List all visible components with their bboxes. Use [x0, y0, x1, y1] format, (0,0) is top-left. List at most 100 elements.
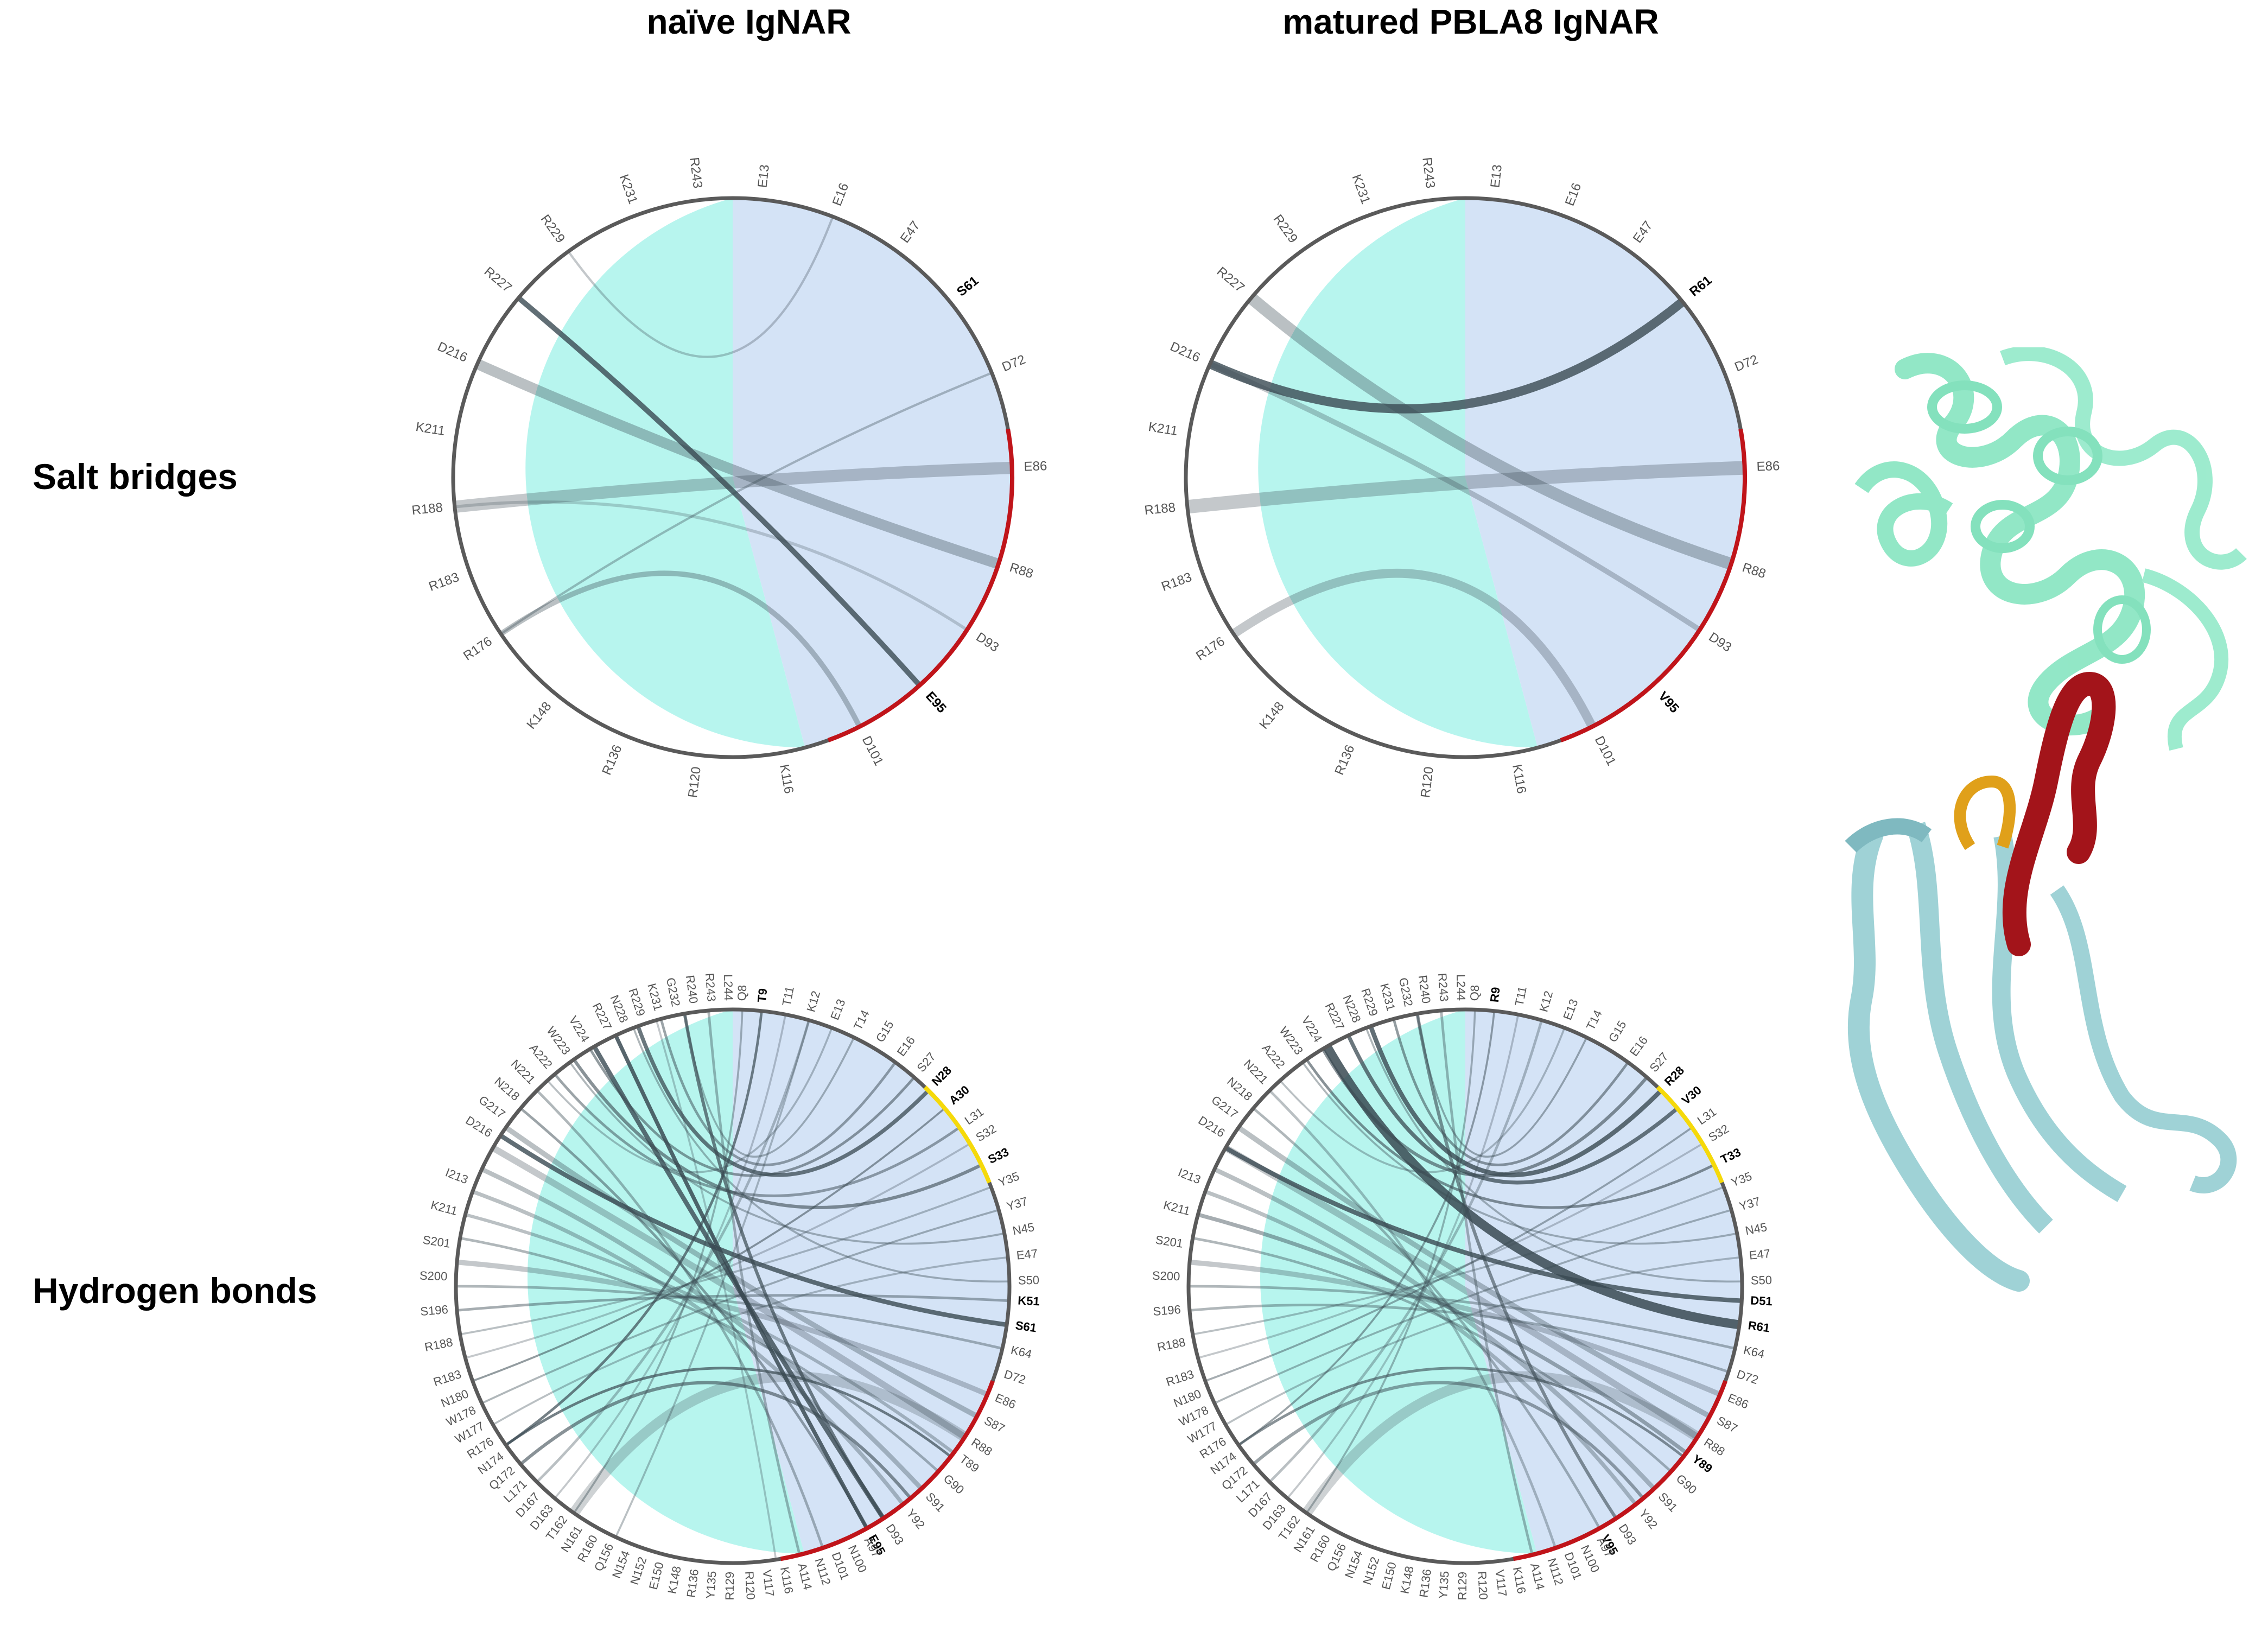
- region-left: [527, 1009, 804, 1554]
- chord-link: [1287, 1015, 1519, 1498]
- residue-label: G232: [664, 976, 683, 1008]
- residue-label: T11: [779, 985, 796, 1007]
- residue-label: K116: [1510, 1566, 1528, 1595]
- residue-label: D101: [859, 734, 886, 768]
- residue-label: G90: [1674, 1471, 1700, 1496]
- chord-link: [1198, 1143, 1702, 1359]
- residue-label: K231: [1349, 173, 1374, 206]
- residue-label: Y135: [1436, 1571, 1451, 1599]
- residue-label: R176: [1193, 634, 1228, 663]
- residue-label: E13: [1560, 997, 1580, 1022]
- residue-label: L31: [1695, 1105, 1719, 1128]
- residue-label: Y92: [904, 1507, 927, 1532]
- residue-label: K231: [1377, 982, 1398, 1012]
- residue-label: W223: [1276, 1024, 1306, 1057]
- residue-label: N152: [1360, 1555, 1382, 1586]
- residue-label: Q8: [735, 985, 749, 1001]
- chord-link: [1198, 1213, 1687, 1454]
- residue-label: R88: [1008, 560, 1035, 581]
- residue-label: R61: [1687, 273, 1714, 300]
- residue-label: R188: [411, 500, 443, 518]
- region-right: [1465, 1009, 1742, 1554]
- residue-label: E150: [1379, 1560, 1399, 1591]
- chord-link: [501, 372, 992, 634]
- residue-label: E13: [828, 997, 848, 1022]
- residue-label: R243: [703, 973, 719, 1002]
- residue-label: R188: [1156, 1335, 1186, 1354]
- chord-link: [1306, 1059, 1714, 1209]
- row-title-hydrogen-bonds: Hydrogen bonds: [33, 1271, 317, 1311]
- chord-link: [473, 1190, 904, 1505]
- residue-label: R229: [1358, 987, 1381, 1018]
- chord-link: [537, 1090, 824, 1548]
- residue-label: E47: [898, 218, 923, 245]
- residue-label: V95: [1655, 689, 1682, 716]
- residue-label: Y35: [996, 1169, 1021, 1189]
- chord-outline: [454, 1007, 1012, 1565]
- partner-protein-ribbon: [1854, 347, 2247, 751]
- residue-label: Y35: [1729, 1169, 1754, 1189]
- protein-structure-illustration: [1845, 347, 2247, 1292]
- residue-label: K51: [1018, 1293, 1040, 1308]
- chord-link: [505, 1126, 977, 1418]
- residue-label: S91: [923, 1490, 948, 1515]
- residue-label: E86: [1024, 459, 1047, 474]
- residue-label: S50: [1751, 1273, 1773, 1287]
- title-naive: naïve IgNAR: [646, 2, 852, 41]
- residue-label: K12: [804, 989, 823, 1014]
- chord-link: [466, 1143, 970, 1359]
- chord-link: [500, 1134, 1006, 1327]
- residue-label: A222: [527, 1041, 555, 1071]
- residue-label: V117: [1493, 1569, 1510, 1597]
- chord-link: [500, 570, 862, 727]
- residue-label: N221: [509, 1057, 538, 1087]
- chord-link: [614, 1036, 868, 1529]
- residue-label: V30: [1679, 1083, 1704, 1107]
- residue-label: A114: [795, 1561, 815, 1591]
- hydrogen-bond-chord-naive: Q8 T9 T11 K12 E13 T14 G15E16S27N28A30L31S32S33…: [420, 973, 1040, 1600]
- residue-label: E47: [1016, 1247, 1039, 1262]
- residue-label: K12: [1536, 989, 1555, 1014]
- residue-label: Q8: [1467, 985, 1482, 1001]
- chord-link: [455, 461, 1012, 513]
- residue-label: D101: [1592, 734, 1619, 768]
- chord-link: [1193, 1186, 1723, 1335]
- chord-link: [683, 1014, 885, 1519]
- chord-link: [1232, 568, 1596, 728]
- chord-link: [1187, 461, 1744, 514]
- chord-link: [1225, 1146, 1741, 1303]
- region-left: [525, 198, 805, 748]
- residue-label: V117: [760, 1569, 777, 1597]
- highlight-arc-yellow: [923, 1085, 992, 1184]
- residue-label: G232: [1396, 976, 1415, 1008]
- chord-link: [573, 1059, 981, 1209]
- residue-label: S32: [1706, 1122, 1731, 1145]
- chord-link: [1440, 1011, 1534, 1554]
- residue-label: R229: [538, 212, 568, 246]
- chord-link: [473, 1108, 945, 1382]
- chord-link: [1280, 1028, 1565, 1173]
- chord-link: [458, 1294, 1008, 1312]
- residue-label: S201: [422, 1233, 451, 1250]
- residue-label: D72: [1732, 352, 1760, 375]
- chord-link: [1206, 1127, 1692, 1382]
- residue-label: R120: [685, 766, 704, 798]
- residue-label: S50: [1018, 1273, 1040, 1287]
- chord-link: [1193, 1237, 1672, 1472]
- highlight-arc-red: [780, 1380, 995, 1561]
- residue-label: K116: [777, 763, 796, 795]
- residue-label: D216: [1196, 1113, 1228, 1140]
- residue-label: K231: [617, 173, 641, 206]
- chord-link: [1210, 361, 1700, 632]
- residue-label: A222: [1260, 1041, 1288, 1071]
- residue-label: R136: [599, 743, 625, 777]
- chord-link: [554, 1074, 960, 1197]
- residue-label: D93: [883, 1521, 906, 1547]
- residue-label: S87: [1714, 1413, 1739, 1435]
- residue-label: Y135: [703, 1571, 719, 1599]
- residue-label: R227: [1214, 264, 1247, 296]
- residue-label: K211: [1162, 1198, 1192, 1218]
- residue-label: E16: [894, 1033, 918, 1058]
- residue-label: R120: [742, 1571, 758, 1600]
- chord-link: [1302, 1062, 1737, 1245]
